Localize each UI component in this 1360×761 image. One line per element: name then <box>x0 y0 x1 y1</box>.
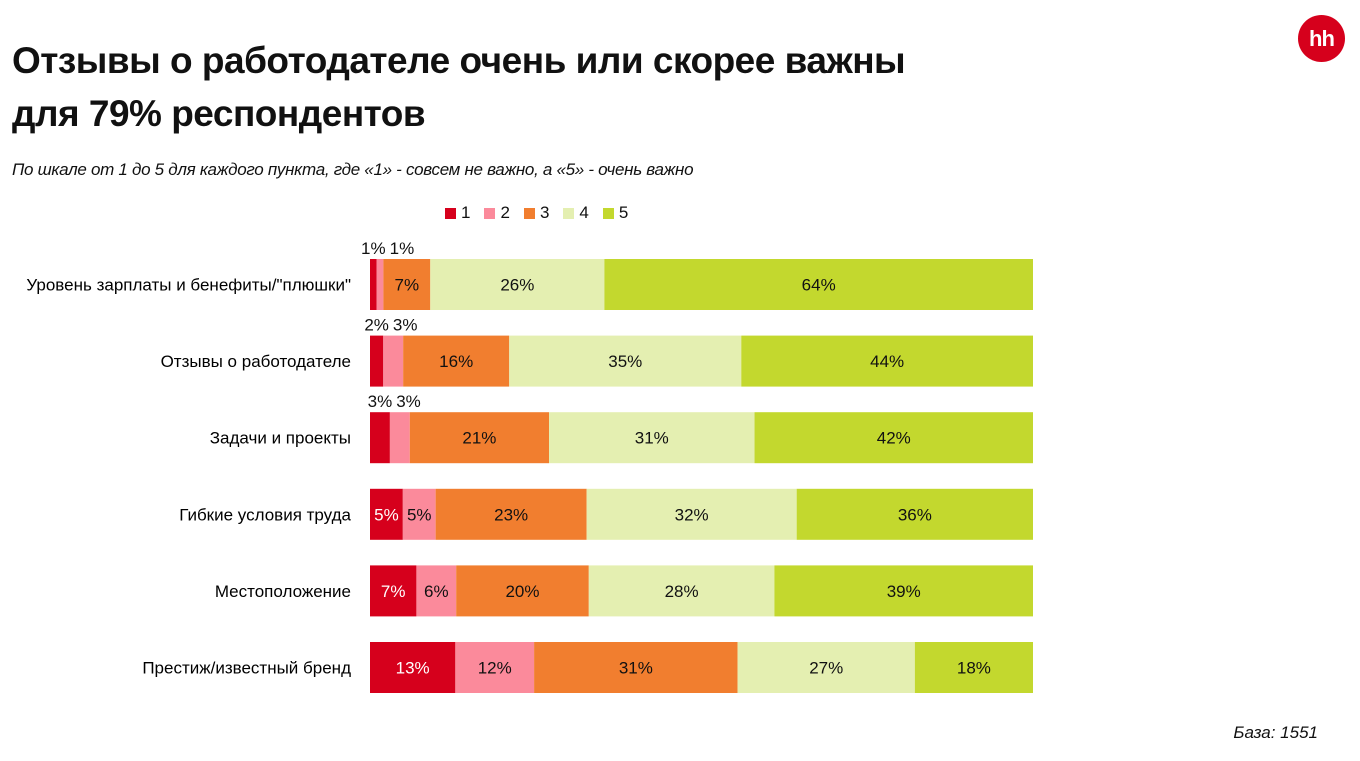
bar-segment <box>435 488 587 540</box>
value-label: 18% <box>957 659 991 678</box>
legend-item: 3 <box>523 203 550 223</box>
legend-swatch <box>602 207 614 219</box>
legend-item: 2 <box>484 203 510 223</box>
subtitle: По шкале от 1 до 5 для каждого пункта, г… <box>12 160 694 179</box>
value-label: 3% <box>368 392 393 411</box>
bar-segment <box>754 412 1033 464</box>
legend-item: 1 <box>445 203 470 223</box>
value-label: 16% <box>439 352 473 371</box>
title-line-2: для 79% респондентов <box>12 93 426 134</box>
value-label: 36% <box>898 505 932 524</box>
bar-segment <box>370 412 390 464</box>
value-label: 3% <box>393 316 418 335</box>
bar-segment <box>370 259 377 310</box>
value-label: 6% <box>424 582 449 601</box>
category-label: Отзывы о работодателе <box>161 352 351 371</box>
value-label: 64% <box>802 276 836 295</box>
bar-segment <box>402 488 436 540</box>
value-label: 42% <box>877 429 911 448</box>
bar-segment <box>456 565 589 617</box>
legend-item: 4 <box>563 203 589 223</box>
legend-label: 4 <box>579 203 589 222</box>
value-label: 31% <box>619 659 653 678</box>
bar-segment <box>588 565 775 617</box>
bar-segment <box>455 642 535 693</box>
bar-segment <box>370 488 403 540</box>
legend-swatch <box>445 207 456 219</box>
bar-segment <box>430 259 605 310</box>
value-label: 23% <box>494 505 528 524</box>
bar-segment <box>370 565 417 617</box>
value-label: 1% <box>390 239 415 258</box>
value-label: 35% <box>608 352 642 371</box>
bar-segment <box>534 642 738 693</box>
legend-label: 5 <box>618 203 629 222</box>
value-label: 44% <box>870 352 904 371</box>
category-label: Задачи и проекты <box>210 429 351 448</box>
value-label: 26% <box>500 276 534 295</box>
bar-segment <box>383 335 404 387</box>
category-label: Престиж/известный бренд <box>142 659 351 678</box>
bar-segment <box>416 565 457 617</box>
value-label: 27% <box>809 659 843 678</box>
value-label: 20% <box>505 582 539 601</box>
legend-swatch <box>484 207 496 219</box>
bar-segment <box>604 259 1033 310</box>
value-label: 32% <box>675 505 709 524</box>
category-label: Местоположение <box>215 582 351 601</box>
value-label: 7% <box>395 276 420 295</box>
bar-segment <box>403 335 510 387</box>
bar-segment <box>370 642 456 693</box>
base-note: База: 1551 <box>1233 723 1318 742</box>
bar-segment <box>509 335 742 387</box>
legend-label: 2 <box>500 203 510 222</box>
category-label: Гибкие условия труда <box>179 505 351 524</box>
legend-item: 5 <box>602 203 629 223</box>
legend-label: 3 <box>539 203 550 222</box>
page-title: Отзывы о работодателе очень или скорее в… <box>12 34 906 140</box>
value-label: 2% <box>364 316 389 335</box>
bar-segment <box>389 412 410 464</box>
bar-segment <box>774 565 1033 617</box>
value-label: 39% <box>887 582 921 601</box>
value-label: 21% <box>462 429 496 448</box>
bar-segment <box>796 488 1033 540</box>
bar-segment <box>586 488 797 540</box>
value-label: 12% <box>478 659 512 678</box>
value-label: 1% <box>361 239 386 258</box>
category-label: Уровень зарплаты и бенефиты/"плюшки" <box>26 276 351 295</box>
legend: 1 2 3 4 5 <box>445 203 628 223</box>
bar-segment <box>383 259 431 310</box>
value-label: 13% <box>396 659 430 678</box>
bar-segment <box>741 335 1033 387</box>
title-line-1: Отзывы о работодателе очень или скорее в… <box>12 40 906 81</box>
value-label: 3% <box>396 392 421 411</box>
legend-swatch <box>563 207 575 219</box>
legend-swatch <box>523 207 535 219</box>
bar-segment <box>376 259 384 310</box>
hh-logo: hh <box>1298 15 1345 62</box>
value-label: 28% <box>665 582 699 601</box>
value-label: 5% <box>407 505 432 524</box>
value-label: 5% <box>374 505 399 524</box>
value-label: 31% <box>635 429 669 448</box>
bar-segment <box>549 412 755 464</box>
bar-segment <box>914 642 1033 693</box>
bar-segment <box>409 412 550 464</box>
bar-segment <box>370 335 384 387</box>
bar-segment <box>737 642 915 693</box>
legend-label: 1 <box>461 203 471 222</box>
value-label: 7% <box>381 582 406 601</box>
